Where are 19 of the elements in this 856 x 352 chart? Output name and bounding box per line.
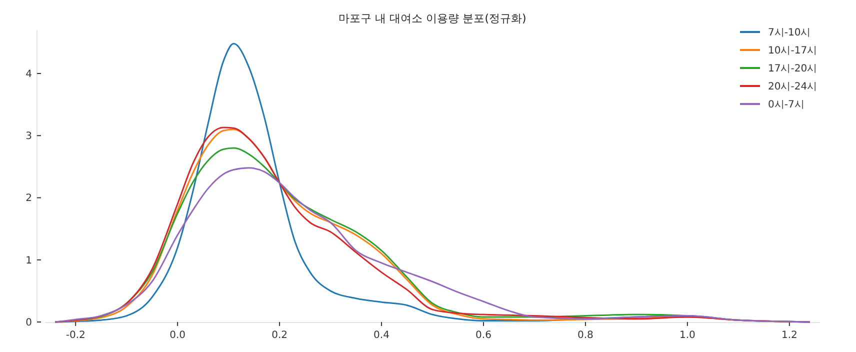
x-tick-label: 0.6: [476, 330, 492, 341]
x-tick-label: -0.2: [66, 330, 86, 341]
y-tick-label: 4: [26, 68, 32, 80]
x-tick-label: 0.2: [272, 330, 288, 341]
y-tick-label: 3: [26, 131, 32, 142]
x-tick-label: 0.4: [374, 330, 390, 341]
legend-label: 10시-17시: [768, 46, 818, 56]
x-tick-label: 0.0: [170, 330, 186, 341]
x-tick-label: 1.0: [679, 330, 696, 341]
legend-label: 0시-7시: [768, 100, 804, 110]
y-tick-label: 0: [26, 318, 32, 328]
y-tick-label: 2: [26, 193, 32, 204]
chart-title: 마포구 내 대여소 이용량 분포(정규화): [338, 12, 526, 25]
legend-label: 17시-20시: [768, 64, 818, 74]
y-tick-label: 1: [26, 255, 32, 266]
legend-label: 20시-24시: [768, 82, 818, 92]
x-tick-label: 1.2: [781, 330, 798, 341]
legend-label: 7시-10시: [768, 28, 811, 38]
x-tick-label: 0.8: [578, 330, 594, 341]
